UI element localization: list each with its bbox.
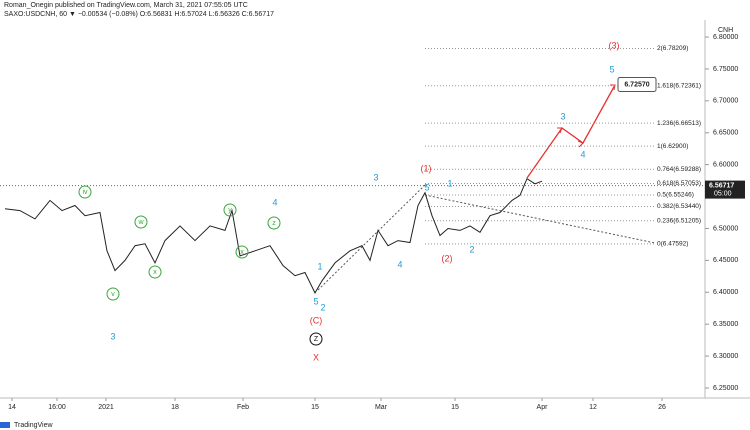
x-tick-label: Apr xyxy=(537,404,549,411)
wave-circle xyxy=(78,185,92,199)
last-price-tag xyxy=(705,180,745,199)
symbol-line: SAXO:USDCNH, 60 ▼ −0.00534 (−0.08%) O:6.… xyxy=(4,11,274,18)
y-tick-label: 6.40000 xyxy=(713,289,738,296)
price-line xyxy=(4,177,543,294)
wave-label: 5 xyxy=(424,182,429,192)
wave-label: 4 xyxy=(397,259,402,269)
x-tick-label: 15 xyxy=(311,404,319,411)
wave-label: Z xyxy=(314,336,319,343)
wave-label: 5 xyxy=(313,296,318,306)
x-tick-label: 18 xyxy=(171,404,179,411)
y-tick-label: 6.65000 xyxy=(713,130,738,137)
wave-label: 1 xyxy=(447,178,452,188)
wave-label: (2) xyxy=(442,253,453,263)
trend-line xyxy=(424,194,656,244)
wave-circle xyxy=(106,287,120,301)
target-label: 6.72570 xyxy=(624,81,649,88)
x-tick-label: 15 xyxy=(451,404,459,411)
wave-label: X xyxy=(313,352,319,362)
wave-label: y xyxy=(228,207,232,214)
y-tick-label: 6.25000 xyxy=(713,385,738,392)
projection-path xyxy=(526,84,616,179)
wave-label: 3 xyxy=(373,172,378,182)
fib-label: 1(6.62900) xyxy=(657,143,688,150)
wave-label: (3) xyxy=(609,40,620,50)
wave-label: 2 xyxy=(469,244,474,254)
wave-circle xyxy=(223,203,237,217)
wave-label: 4 xyxy=(580,149,585,159)
y-tick-label: 6.70000 xyxy=(713,98,738,105)
last-price-label: 6.56717 xyxy=(709,182,734,189)
wave-label: x xyxy=(153,269,157,276)
wave-circle xyxy=(134,215,148,229)
x-tick-label: 12 xyxy=(589,404,597,411)
wave-label: v xyxy=(111,291,115,298)
fib-label: 2(6.78209) xyxy=(657,45,688,52)
wave-label: 3 xyxy=(110,331,115,341)
fib-label: 0.764(6.59288) xyxy=(657,166,701,173)
fib-label: 0.5(6.55246) xyxy=(657,192,694,199)
trend-line xyxy=(317,184,426,291)
x-tick-label: Mar xyxy=(375,404,388,411)
projection-arrows xyxy=(557,84,616,148)
y-tick-label: 6.35000 xyxy=(713,321,738,328)
fib-label: 0(6.47592) xyxy=(657,241,688,248)
fib-label: 0.618(6.57053) xyxy=(657,180,701,187)
wave-label: (1) xyxy=(421,163,432,173)
wave-label: (C) xyxy=(310,315,323,325)
wave-label: 2 xyxy=(320,302,325,312)
fib-label: 0.236(6.51205) xyxy=(657,217,701,224)
y-tick-label: 6.30000 xyxy=(713,353,738,360)
wave-circle xyxy=(148,265,162,279)
wave-label: 1 xyxy=(317,261,322,271)
logo xyxy=(0,422,10,428)
wave-circle xyxy=(309,332,323,346)
x-tick-label: 2021 xyxy=(98,404,114,411)
footer-brand: TradingView xyxy=(14,422,53,429)
fib-label: 1.618(6.72361) xyxy=(657,82,701,89)
x-tick-label: Feb xyxy=(237,404,249,411)
wave-label: x xyxy=(240,249,244,256)
x-tick-label: 26 xyxy=(658,404,666,411)
y-tick-label: 6.45000 xyxy=(713,257,738,264)
target-box xyxy=(617,76,657,92)
y-tick-label: 6.50000 xyxy=(713,225,738,232)
wave-circle xyxy=(235,245,249,259)
wave-label: iv xyxy=(82,189,88,196)
wave-label: 4 xyxy=(272,197,277,207)
wave-label: 5 xyxy=(609,64,614,74)
wave-label: z xyxy=(272,220,276,227)
y-tick-label: 6.75000 xyxy=(713,66,738,73)
wave-circle xyxy=(267,216,281,230)
wave-label: w xyxy=(137,219,144,226)
y-tick-label: 6.60000 xyxy=(713,161,738,168)
x-tick-label: 14 xyxy=(8,404,16,411)
currency: CNH xyxy=(718,27,733,34)
publisher-line: Roman_Onegin published on TradingView.co… xyxy=(4,2,248,9)
fib-label: 1.236(6.66513) xyxy=(657,120,701,127)
wave-label: 3 xyxy=(560,111,565,121)
x-tick-label: 16:00 xyxy=(48,404,66,411)
y-tick-label: 6.80000 xyxy=(713,34,738,41)
fib-label: 0.382(6.53440) xyxy=(657,203,701,210)
countdown: 05:00 xyxy=(714,190,732,197)
